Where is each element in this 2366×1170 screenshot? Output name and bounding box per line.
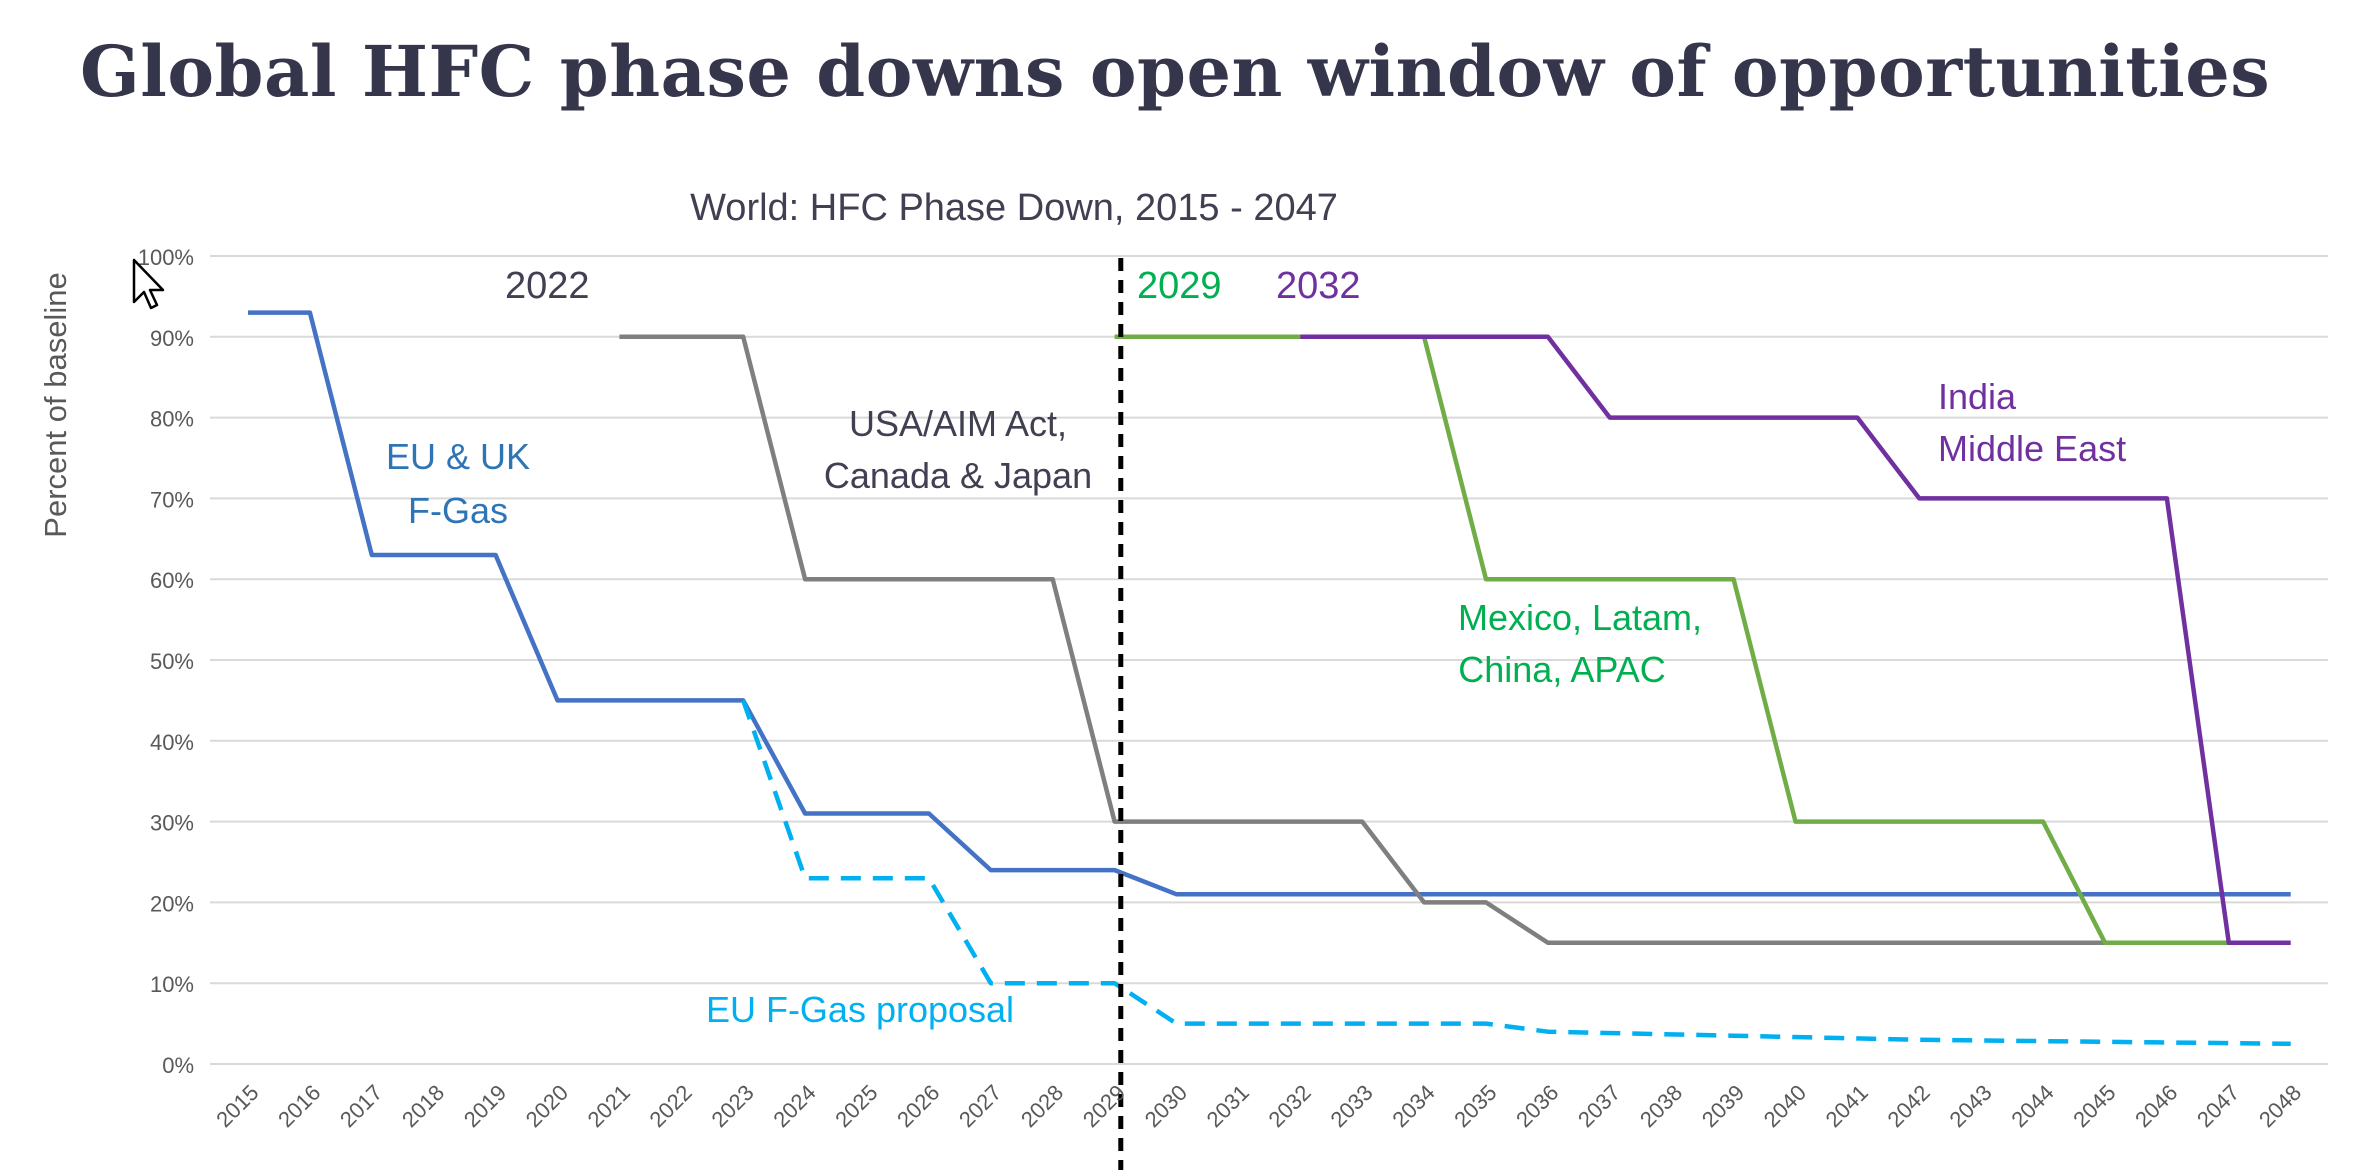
annotation-label: Canada & Japan <box>824 455 1092 496</box>
y-axis-ticks: 0% 10% 20% 30% 40% 50% 60% 70% 80% 90% 100% <box>138 245 194 1078</box>
y-tick-label: 70% <box>150 487 194 512</box>
x-tick-label: 2026 <box>892 1080 944 1132</box>
annotation-label: India <box>1938 376 2017 417</box>
x-tick-label: 2028 <box>1016 1080 1068 1132</box>
series-line <box>619 334 2105 946</box>
y-tick-label: 100% <box>138 245 194 270</box>
x-tick-label: 2018 <box>397 1080 449 1132</box>
annotation-label: F-Gas <box>408 490 508 531</box>
annotation-label: Mexico, Latam, <box>1458 597 1702 638</box>
x-tick-label: 2035 <box>1449 1080 1501 1132</box>
x-tick-label: 2040 <box>1759 1080 1811 1132</box>
x-tick-label: 2022 <box>645 1080 697 1132</box>
slide-title: Global HFC phase downs open window of op… <box>80 30 2271 113</box>
x-tick-label: 2017 <box>335 1080 387 1132</box>
series-line <box>248 310 2291 897</box>
x-tick-label: 2038 <box>1635 1080 1687 1132</box>
x-tick-label: 2032 <box>1264 1080 1316 1132</box>
x-tick-label: 2039 <box>1697 1080 1749 1132</box>
y-tick-label: 90% <box>150 326 194 351</box>
x-tick-label: 2033 <box>1325 1080 1377 1132</box>
y-tick-label: 10% <box>150 972 194 997</box>
y-tick-label: 20% <box>150 891 194 916</box>
x-axis-ticks: 2015 2016 2017 2018 2019 2020 2021 2022 2023 2024… <box>211 1080 2306 1132</box>
x-tick-label: 2030 <box>1140 1080 1192 1132</box>
annotation-label: Middle East <box>1938 428 2126 469</box>
annotation-label: 2029 <box>1137 265 1222 307</box>
annotation-label: 2022 <box>505 265 590 307</box>
series-line <box>1114 334 2229 946</box>
annotation-label: USA/AIM Act, <box>849 403 1067 444</box>
y-tick-label: 0% <box>162 1053 194 1078</box>
y-tick-label: 30% <box>150 811 194 836</box>
y-tick-label: 80% <box>150 407 194 432</box>
x-tick-label: 2044 <box>2006 1080 2058 1132</box>
chart-title: World: HFC Phase Down, 2015 - 2047 <box>690 187 1338 229</box>
y-axis-label: Percent of baseline <box>38 272 73 537</box>
x-tick-label: 2021 <box>583 1080 635 1132</box>
x-tick-label: 2045 <box>2068 1080 2120 1132</box>
x-tick-label: 2025 <box>830 1080 882 1132</box>
mouse-cursor-icon <box>132 258 165 310</box>
x-tick-label: 2015 <box>211 1080 263 1132</box>
x-tick-label: 2046 <box>2130 1080 2182 1132</box>
x-tick-label: 2016 <box>273 1080 325 1132</box>
annotations: 2022 2029 2032 EU & UK F-Gas USA/AIM Act, Cana… <box>386 265 2126 1030</box>
x-tick-label: 2024 <box>768 1080 820 1132</box>
x-tick-label: 2036 <box>1511 1080 1563 1132</box>
x-tick-label: 2019 <box>459 1080 511 1132</box>
x-tick-label: 2042 <box>1883 1080 1935 1132</box>
x-tick-label: 2043 <box>1944 1080 1996 1132</box>
annotation-label: EU & UK <box>386 436 530 477</box>
annotation-label: EU F-Gas proposal <box>706 989 1014 1030</box>
x-tick-label: 2047 <box>2192 1080 2244 1132</box>
x-tick-label: 2023 <box>706 1080 758 1132</box>
series-lines <box>248 310 2291 1047</box>
x-tick-label: 2034 <box>1387 1080 1439 1132</box>
y-tick-label: 60% <box>150 568 194 593</box>
y-tick-label: 40% <box>150 730 194 755</box>
x-tick-label: 2041 <box>1821 1080 1873 1132</box>
y-tick-label: 50% <box>150 649 194 674</box>
series-line <box>741 699 2291 1047</box>
x-tick-label: 2027 <box>954 1080 1006 1132</box>
x-tick-label: 2037 <box>1573 1080 1625 1132</box>
x-tick-label: 2031 <box>1202 1080 1254 1132</box>
x-tick-label: 2048 <box>2254 1080 2306 1132</box>
annotation-label: 2032 <box>1276 265 1361 307</box>
series-line <box>1300 334 2291 946</box>
annotation-label: China, APAC <box>1458 649 1665 690</box>
x-tick-label: 2020 <box>521 1080 573 1132</box>
